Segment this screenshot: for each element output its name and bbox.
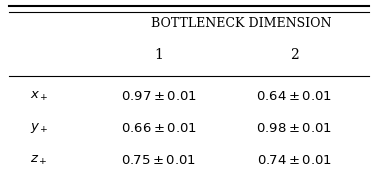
Text: BOTTLENECK DIMENSION: BOTTLENECK DIMENSION [151,17,332,30]
Text: $y_+$: $y_+$ [29,122,48,135]
Text: $0.66 \pm 0.01$: $0.66 \pm 0.01$ [121,122,197,135]
Text: 2: 2 [290,48,299,62]
Text: $0.64 \pm 0.01$: $0.64 \pm 0.01$ [256,90,332,103]
Text: $0.75 \pm 0.01$: $0.75 \pm 0.01$ [121,154,197,167]
Text: $0.74 \pm 0.01$: $0.74 \pm 0.01$ [257,154,332,167]
Text: 1: 1 [155,48,163,62]
Text: $z_+$: $z_+$ [30,154,48,167]
Text: $0.98 \pm 0.01$: $0.98 \pm 0.01$ [256,122,332,135]
Text: $0.97 \pm 0.01$: $0.97 \pm 0.01$ [121,90,197,103]
Text: $x_+$: $x_+$ [29,90,48,103]
